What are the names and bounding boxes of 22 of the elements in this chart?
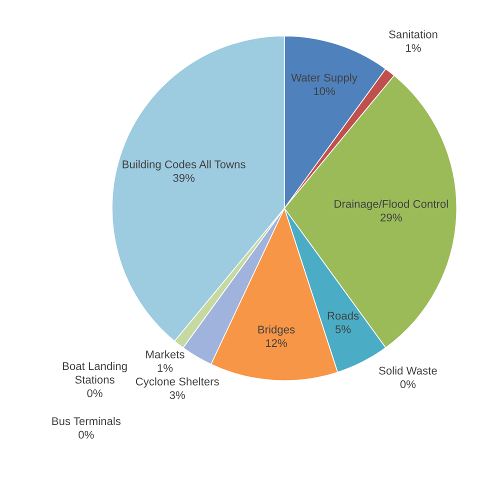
data-label: 39% — [173, 174, 195, 182]
category-label: Solid Waste — [379, 366, 437, 375]
slice-label: Cyclone Shelters — [136, 377, 219, 388]
data-label: 1% — [406, 44, 421, 52]
data-label: 10% — [314, 87, 336, 96]
text: 0% — [400, 380, 416, 388]
slice-label: Building Codes All Towns — [122, 160, 246, 171]
data-label: 12% — [266, 339, 287, 348]
category-label: Boat Landing Stations — [62, 362, 127, 384]
text: 0% — [78, 430, 94, 439]
text: 0% — [87, 389, 102, 398]
slice-label: Sanitation — [389, 30, 438, 38]
category-label: Bus Terminals — [52, 416, 121, 426]
data-label: 5% — [335, 325, 351, 334]
slice-label: Bridges — [258, 325, 295, 336]
data-label: 29% — [380, 214, 402, 222]
slice-label: Markets — [146, 350, 184, 358]
data-label: 1% — [158, 364, 173, 372]
slice-label: Drainage/Flood Control — [334, 200, 448, 210]
slice-label: Water Supply — [291, 73, 358, 84]
data-label: 3% — [170, 391, 185, 400]
slice-label: Roads — [328, 312, 359, 320]
